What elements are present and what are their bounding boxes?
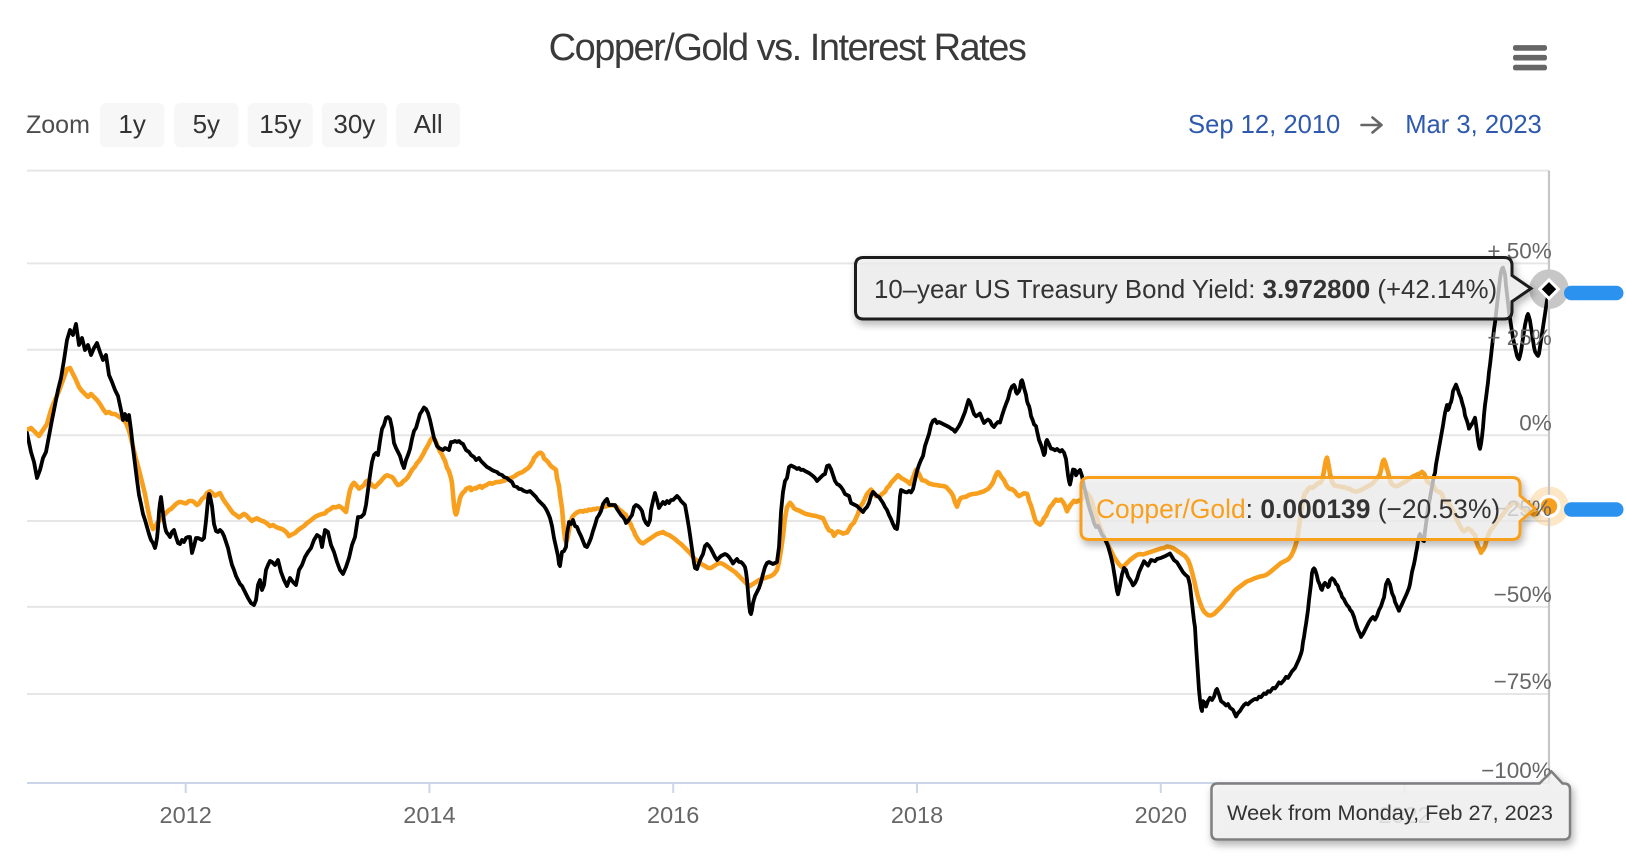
svg-text:+ 25%: + 25% xyxy=(1487,325,1551,350)
svg-text:5y: 5y xyxy=(193,109,220,139)
svg-text:2018: 2018 xyxy=(891,802,943,828)
svg-text:0%: 0% xyxy=(1519,410,1552,435)
svg-text:10–year US Treasury Bond Yield: 10–year US Treasury Bond Yield: 3.972800… xyxy=(874,276,1497,304)
svg-text:−75%: −75% xyxy=(1494,669,1552,694)
svg-text:Copper/Gold vs. Interest Rates: Copper/Gold vs. Interest Rates xyxy=(549,27,1026,69)
svg-text:15y: 15y xyxy=(259,109,301,139)
svg-text:−100%: −100% xyxy=(1481,758,1552,783)
svg-text:30y: 30y xyxy=(333,109,375,139)
svg-text:−50%: −50% xyxy=(1494,582,1552,607)
svg-text:2020: 2020 xyxy=(1135,802,1187,828)
svg-text:Week from Monday, Feb 27, 2023: Week from Monday, Feb 27, 2023 xyxy=(1227,800,1553,825)
svg-text:Mar 3, 2023: Mar 3, 2023 xyxy=(1405,111,1542,139)
svg-text:Sep 12, 2010: Sep 12, 2010 xyxy=(1188,111,1340,139)
svg-text:2012: 2012 xyxy=(160,802,212,828)
svg-text:Copper/Gold: 0.000139 (−20.53%: Copper/Gold: 0.000139 (−20.53%) xyxy=(1096,494,1500,524)
svg-text:All: All xyxy=(414,109,443,139)
svg-text:1y: 1y xyxy=(118,109,145,139)
svg-text:2016: 2016 xyxy=(647,802,699,828)
svg-text:2014: 2014 xyxy=(403,802,455,828)
svg-text:Zoom: Zoom xyxy=(26,111,90,139)
